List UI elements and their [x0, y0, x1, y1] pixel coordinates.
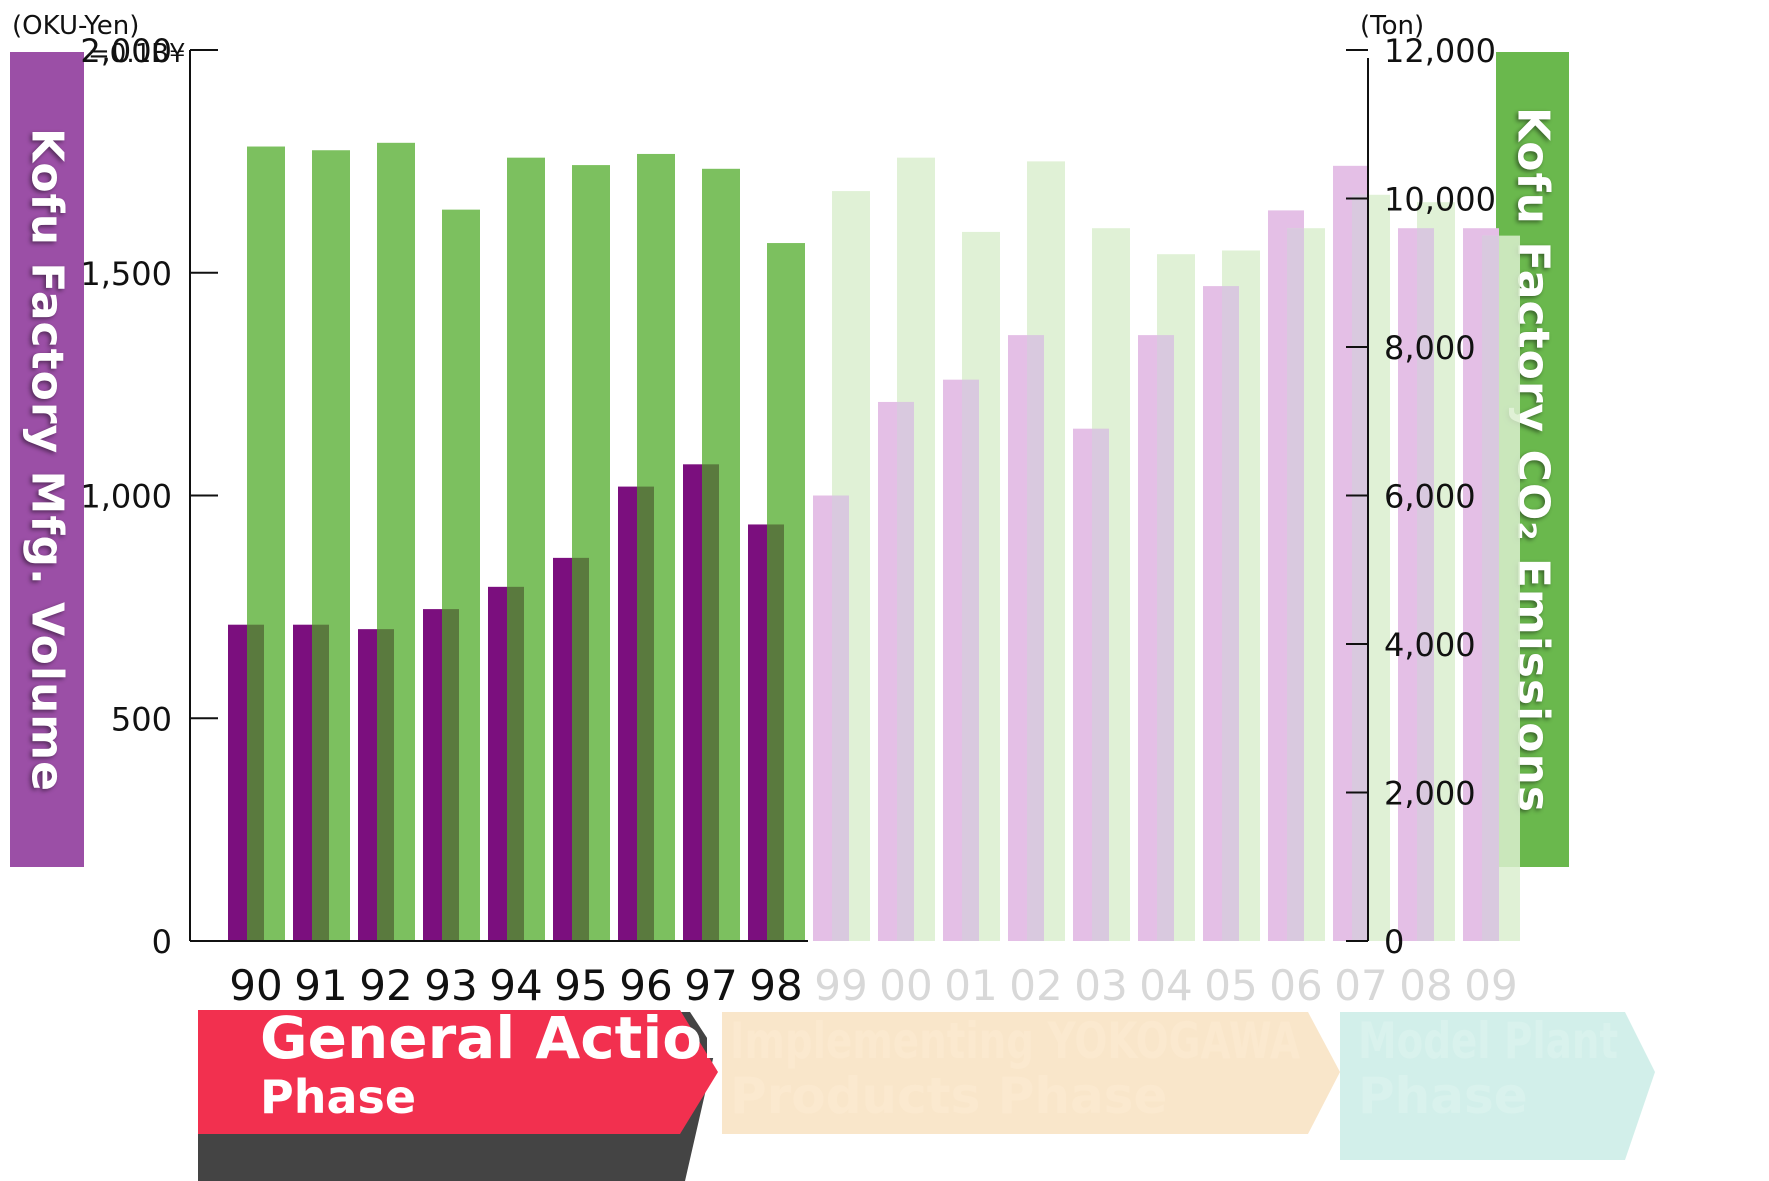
phase-3-banner [1340, 1012, 1655, 1160]
overlap-bar-02 [1027, 335, 1044, 941]
overlap-bar-99 [832, 495, 849, 941]
left-tick-label: 1,500 [80, 255, 172, 293]
phase-1-label-line2: Phase [260, 1070, 416, 1124]
right-axis-unit: (Ton) [1360, 11, 1424, 41]
x-tick-label: 94 [489, 961, 542, 1010]
phase-banners: General Action Phase Implementing YOKOGA… [198, 1004, 1655, 1181]
overlap-bar-95 [572, 557, 589, 941]
right-tick-label: 0 [1384, 923, 1404, 961]
left-tick-label: 2,000 [80, 32, 172, 70]
axes: (OKU-Yen) =0.1B¥ (Ton) 90 91 92 93 94 95 96 97 9… [12, 11, 1518, 1010]
right-tick-label: 6,000 [1384, 478, 1476, 516]
x-tick-label: 99 [814, 961, 867, 1010]
x-tick-label: 97 [684, 961, 737, 1010]
x-tick-label: 02 [1009, 961, 1062, 1010]
x-tick-label: 92 [359, 961, 412, 1010]
overlap-bar-00 [897, 401, 914, 941]
x-tick-label: 03 [1074, 961, 1127, 1010]
overlap-bar-93 [442, 609, 459, 941]
left-axis-title-band: Kofu Factory Mfg. Volume [10, 52, 84, 867]
x-tick-label: 09 [1464, 961, 1517, 1010]
overlap-bar-01 [962, 379, 979, 941]
overlap-bar-08 [1417, 228, 1434, 941]
bars [228, 142, 1520, 942]
x-tick-label: 91 [294, 961, 347, 1010]
right-tick-label: 8,000 [1384, 329, 1476, 367]
phase-2-label-line1: Implementing YOKOGAWA [730, 1012, 1300, 1070]
x-tick-label: 08 [1399, 961, 1452, 1010]
phase-1-label-line1: General Action [260, 1004, 743, 1072]
x-tick-label: 04 [1139, 961, 1192, 1010]
overlap-bar-96 [637, 486, 654, 941]
overlap-bar-09 [1482, 235, 1499, 941]
overlap-bar-03 [1092, 428, 1109, 941]
right-tick-label: 4,000 [1384, 626, 1476, 664]
overlap-bar-92 [377, 629, 394, 941]
right-tick-label: 12,000 [1384, 32, 1496, 70]
right-tick-label: 10,000 [1384, 181, 1496, 219]
phase-3-label-line2: Phase [1358, 1067, 1528, 1125]
left-axis-unit-note: =0.1B¥ [88, 39, 186, 69]
overlap-bar-07 [1352, 194, 1369, 942]
overlap-bar-91 [312, 624, 329, 941]
phase-1-banner [198, 1010, 718, 1134]
overlap-bar-98 [767, 524, 784, 941]
phase-2-label-line2: Products Phase [730, 1067, 1167, 1125]
left-axis-unit: (OKU-Yen) [12, 11, 139, 41]
x-tick-label: 05 [1204, 961, 1257, 1010]
x-tick-label: 96 [619, 961, 672, 1010]
overlap-bar-06 [1287, 228, 1304, 941]
phase-2-banner [722, 1012, 1340, 1134]
x-tick-label: 98 [749, 961, 802, 1010]
x-tick-label: 00 [879, 961, 932, 1010]
left-tick-label: 1,000 [80, 478, 172, 516]
x-tick-label: 07 [1334, 961, 1387, 1010]
x-tick-label: 93 [424, 961, 477, 1010]
left-tick-label: 0 [152, 923, 172, 961]
overlap-bar-90 [247, 624, 264, 941]
phase-3-label-line1: Model Plant [1358, 1012, 1618, 1070]
x-tick-label: 06 [1269, 961, 1322, 1010]
left-tick-label: 500 [111, 700, 172, 738]
right-tick-label: 2,000 [1384, 775, 1476, 813]
x-tick-label: 01 [944, 961, 997, 1010]
x-tick-label: 95 [554, 961, 607, 1010]
overlap-bar-05 [1222, 286, 1239, 941]
x-tick-label: 90 [229, 961, 282, 1010]
overlap-bar-04 [1157, 335, 1174, 941]
overlap-bar-94 [507, 586, 524, 941]
overlap-bar-97 [702, 464, 719, 941]
